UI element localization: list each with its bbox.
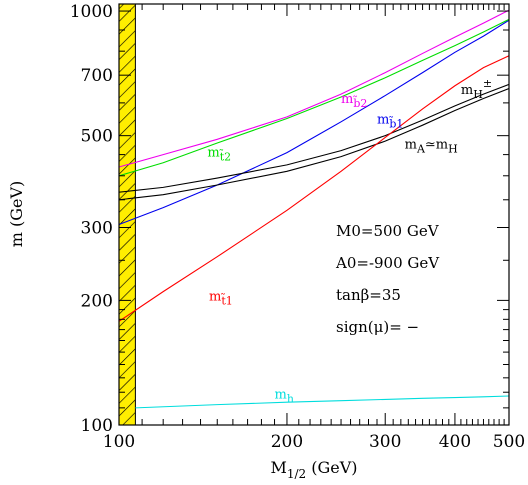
- x-tick-label: 400: [439, 432, 471, 452]
- series-label-4: mA≃mH: [405, 138, 458, 156]
- excluded-region: [118, 3, 136, 426]
- series-line-3: [119, 83, 509, 193]
- x-tick-label: 200: [271, 432, 303, 452]
- x-tick-label: 100: [103, 432, 135, 452]
- annotation-1: A0=-900 GeV: [335, 254, 440, 272]
- x-tick-label: 300: [369, 432, 401, 452]
- series-line-5: [119, 55, 509, 322]
- y-tick-label: 300: [81, 218, 113, 238]
- y-tick-label: 200: [81, 291, 113, 311]
- annotation-0: M0=500 GeV: [336, 222, 440, 240]
- x-axis-title-rest: (GeV): [306, 458, 357, 477]
- series-label-6: mh: [275, 387, 294, 405]
- x-tick-label: 500: [493, 432, 525, 452]
- series-line-2: [119, 18, 509, 177]
- y-tick-label: 700: [81, 66, 113, 86]
- x-axis-title-main: M: [270, 458, 286, 477]
- series-line-1: [119, 19, 509, 226]
- series-line-0: [119, 9, 509, 168]
- y-tick-label: 100: [81, 416, 113, 436]
- y-tick-label: 500: [81, 127, 113, 147]
- annotation-2: tanβ=35: [336, 286, 401, 304]
- x-axis-title: M1/2 (GeV): [270, 458, 357, 481]
- series-line-4: [119, 87, 509, 201]
- plot-frame: [118, 3, 510, 426]
- series-label-0: mb̃2: [341, 92, 367, 110]
- series-label-1: mb̃1: [377, 112, 403, 130]
- x-axis-title-sub: 1/2: [287, 467, 306, 481]
- series-line-6: [135, 395, 509, 409]
- y-axis-title: m (GeV): [7, 181, 26, 248]
- y-tick-label: 1000: [70, 2, 113, 22]
- parameter-annotations: M0=500 GeV A0=-900 GeV tanβ=35 sign(μ)= −: [335, 222, 440, 336]
- series-label-3: mH±: [461, 77, 492, 101]
- annotation-3: sign(μ)= −: [336, 318, 419, 336]
- series-label-5: mt̃1: [209, 289, 233, 307]
- series-label-2: mt̃2: [207, 146, 231, 164]
